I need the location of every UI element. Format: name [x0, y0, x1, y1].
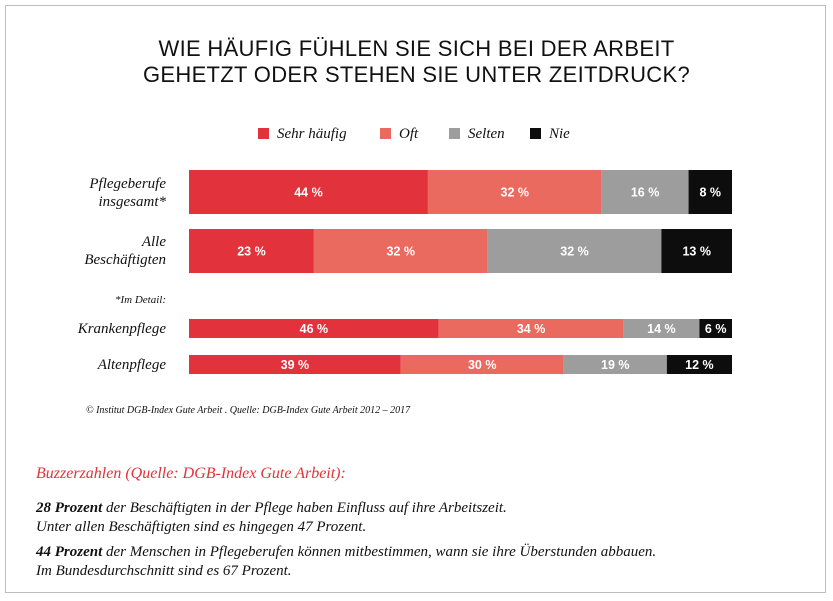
data-label-krankenpflege-sehr-haeufig: 46 %	[300, 322, 329, 336]
data-label-altenpflege-nie: 12 %	[685, 358, 714, 372]
legend-label-oft: Oft	[399, 126, 419, 142]
row-label-alle-line2: Beschäftigten	[84, 252, 166, 268]
legend-item-sehr-haeufig: Sehr häufig	[258, 126, 347, 143]
buzz-p2-rest: der Menschen in Pflegeberufen können mit…	[102, 544, 657, 560]
bar-pflegeberufe-nie	[688, 170, 732, 214]
detail-label: *Im Detail:	[114, 294, 166, 306]
data-label-altenpflege-oft: 30 %	[468, 358, 497, 372]
buzz-paragraph-2: 44 Prozent der Menschen in Pflegeberufen…	[36, 543, 796, 581]
bar-alle-sehr-haeufig	[189, 229, 314, 273]
bar-krankenpflege-selten	[623, 319, 700, 338]
buzz-p2-strong: 44 Prozent	[36, 544, 103, 560]
data-label-altenpflege-sehr-haeufig: 39 %	[281, 358, 310, 372]
card-frame	[5, 5, 826, 593]
title-line-2: GEHETZT ODER STEHEN SIE UNTER ZEITDRUCK?	[143, 62, 690, 87]
bar-altenpflege-nie	[666, 355, 732, 374]
legend-label-nie: Nie	[549, 126, 570, 142]
legend-item-selten: Selten	[449, 126, 505, 143]
row-label-altenpflege: Altenpflege	[26, 356, 166, 374]
data-label-alle-oft: 32 %	[387, 245, 416, 259]
data-label-pflegeberufe-nie: 8 %	[700, 186, 722, 200]
legend-label-sehr-haeufig: Sehr häufig	[277, 126, 347, 142]
bar-pflegeberufe-sehr-haeufig	[189, 170, 428, 214]
data-label-krankenpflege-oft: 34 %	[517, 322, 546, 336]
data-label-alle-selten: 32 %	[560, 245, 589, 259]
row-label-altenpflege-line1: Altenpflege	[97, 357, 166, 373]
row-label-pflegeberufe: Pflegeberufe insgesamt*	[26, 175, 166, 211]
data-label-alle-nie: 13 %	[682, 245, 711, 259]
legend-swatch-selten	[449, 128, 460, 139]
bar-krankenpflege-sehr-haeufig	[189, 319, 439, 338]
bar-pflegeberufe-selten	[601, 170, 689, 214]
legend-swatch-sehr-haeufig	[258, 128, 269, 139]
bar-alle-selten	[487, 229, 662, 273]
data-label-altenpflege-selten: 19 %	[601, 358, 630, 372]
buzz-paragraph-1: 28 Prozent der Beschäftigten in der Pfle…	[36, 499, 796, 537]
legend-swatch-oft	[380, 128, 391, 139]
data-label-pflegeberufe-sehr-haeufig: 44 %	[294, 186, 323, 200]
buzz-p2-line2: Im Bundesdurchschnitt sind es 67 Prozent…	[36, 563, 292, 579]
bar-pflegeberufe-oft	[427, 170, 602, 214]
buzz-title: Buzzerzahlen (Quelle: DGB-Index Gute Arb…	[36, 465, 346, 482]
row-label-krankenpflege: Krankenpflege	[26, 320, 166, 338]
data-label-krankenpflege-nie: 6 %	[705, 322, 727, 336]
legend-item-oft: Oft	[380, 126, 418, 143]
bar-alle-oft	[313, 229, 488, 273]
row-label-alle-line1: Alle	[141, 234, 166, 250]
data-label-pflegeberufe-oft: 32 %	[501, 186, 530, 200]
data-label-krankenpflege-selten: 14 %	[647, 322, 676, 336]
legend-label-selten: Selten	[468, 126, 505, 142]
title-line-1: WIE HÄUFIG FÜHLEN SIE SICH BEI DER ARBEI…	[158, 36, 675, 61]
row-label-alle: Alle Beschäftigten	[26, 233, 166, 269]
buzz-p1-line2: Unter allen Beschäftigten sind es hingeg…	[36, 519, 367, 535]
legend-swatch-nie	[530, 128, 541, 139]
legend-item-nie: Nie	[530, 126, 570, 143]
buzz-p1-rest: der Beschäftigten in der Pflege haben Ei…	[102, 500, 507, 516]
source-note: © Institut DGB-Index Gute Arbeit . Quell…	[86, 405, 411, 416]
bar-krankenpflege-oft	[438, 319, 624, 338]
data-label-alle-sehr-haeufig: 23 %	[237, 245, 266, 259]
bar-krankenpflege-nie	[699, 319, 732, 338]
data-label-pflegeberufe-selten: 16 %	[631, 186, 660, 200]
bar-alle-nie	[661, 229, 732, 273]
bar-altenpflege-sehr-haeufig	[189, 355, 401, 374]
buzz-p1-strong: 28 Prozent	[36, 500, 103, 516]
chart-title: WIE HÄUFIG FÜHLEN SIE SICH BEI DER ARBEI…	[0, 36, 833, 88]
row-label-krankenpflege-line1: Krankenpflege	[77, 321, 166, 337]
row-label-pflegeberufe-line2: insgesamt*	[98, 194, 167, 210]
bar-altenpflege-oft	[400, 355, 564, 374]
row-label-pflegeberufe-line1: Pflegeberufe	[89, 176, 166, 192]
bar-altenpflege-selten	[563, 355, 667, 374]
